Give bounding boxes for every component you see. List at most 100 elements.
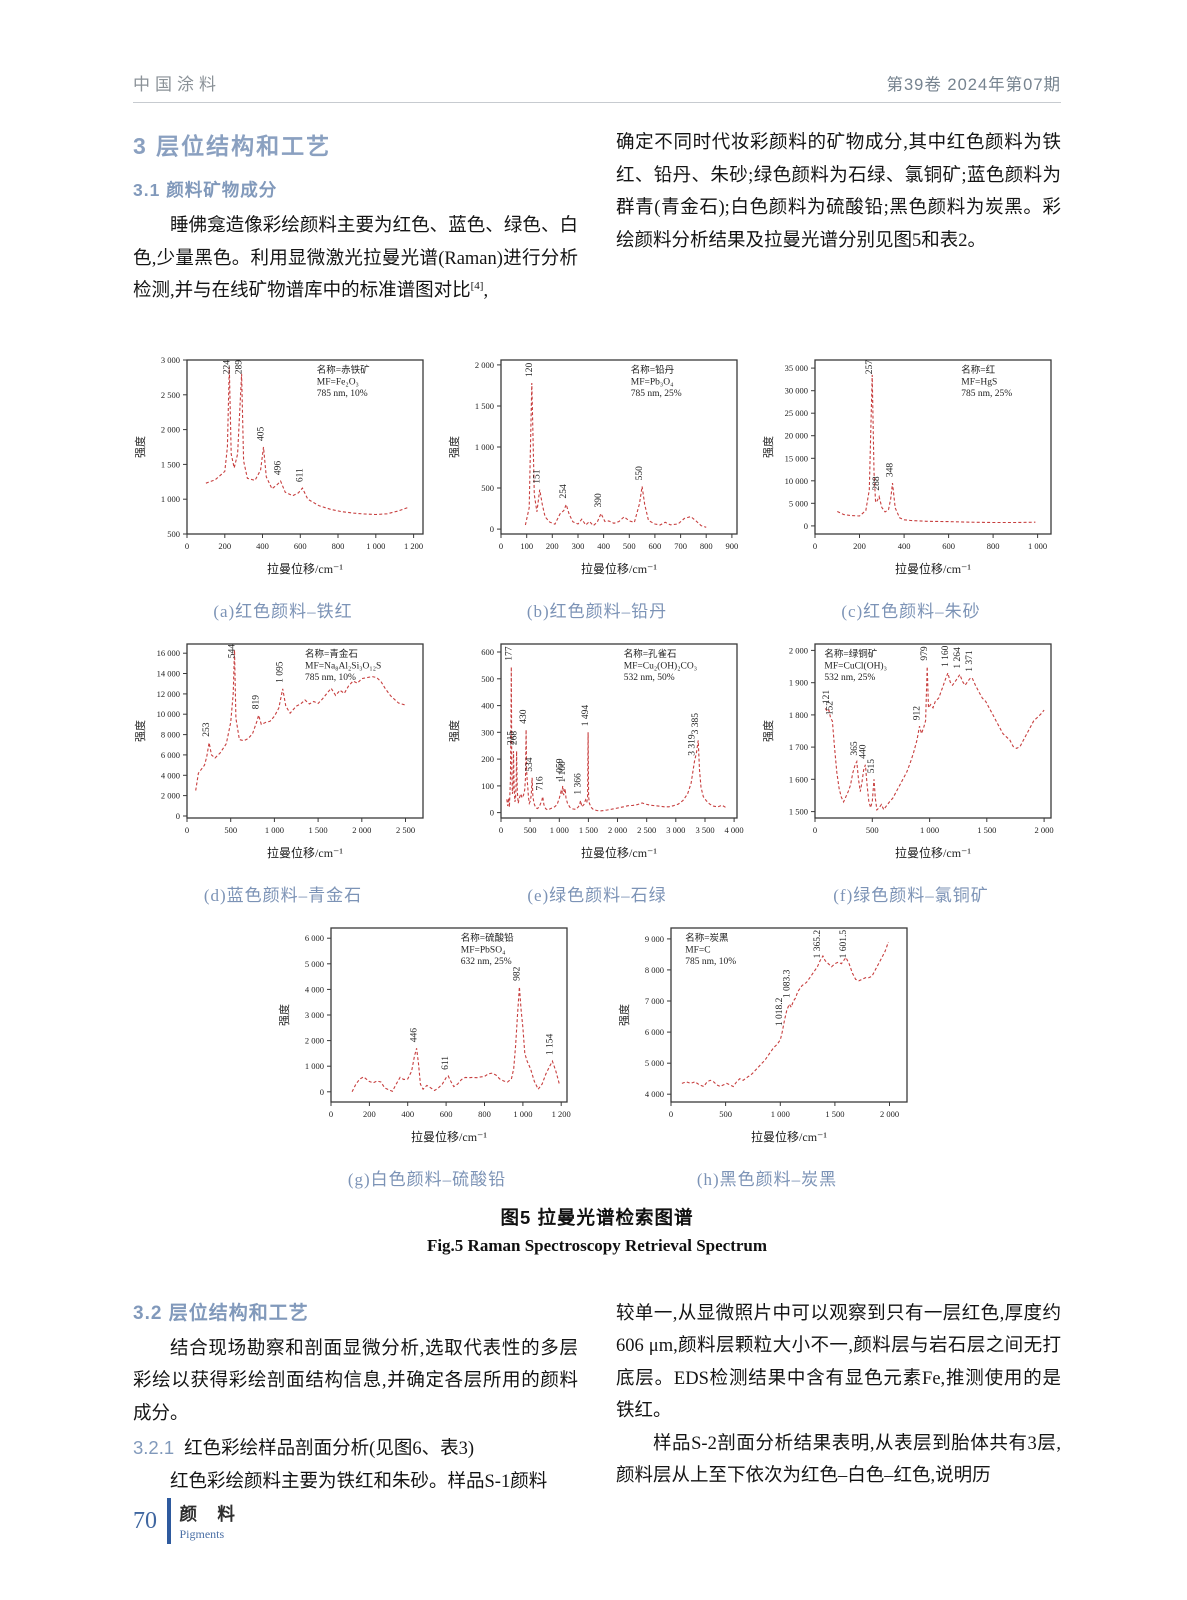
svg-text:MF=Na₈Al₂Si₃O₁₂S: MF=Na₈Al₂Si₃O₁₂S xyxy=(305,661,381,671)
svg-text:532 nm, 25%: 532 nm, 25% xyxy=(824,673,875,683)
svg-text:强度: 强度 xyxy=(761,720,775,742)
svg-text:348: 348 xyxy=(886,462,896,477)
svg-text:785 nm, 10%: 785 nm, 10% xyxy=(317,389,368,399)
svg-text:800: 800 xyxy=(478,1109,491,1119)
svg-text:979: 979 xyxy=(920,646,930,661)
svg-text:440: 440 xyxy=(858,744,868,759)
svg-text:15 000: 15 000 xyxy=(785,453,808,463)
sec32-right-paragraph-1: 较单一,从显微照片中可以观察到只有一层红色,厚度约606 μm,颜料层颗粒大小不… xyxy=(616,1303,1061,1422)
svg-text:3 000: 3 000 xyxy=(161,355,180,365)
raman-chart-carbon-black: 4 000 5 000 6 000 7 000 8 000 9 000 0 500 1 000 1… xyxy=(617,916,917,1153)
svg-text:550: 550 xyxy=(635,466,645,481)
svg-text:5 000: 5 000 xyxy=(305,958,324,968)
svg-text:400: 400 xyxy=(898,541,911,551)
chart-caption-c: (c)红色颜料–朱砂 xyxy=(841,601,981,621)
svg-text:785 nm, 10%: 785 nm, 10% xyxy=(685,957,736,967)
svg-text:200: 200 xyxy=(546,541,559,551)
svg-text:2 500: 2 500 xyxy=(637,825,656,835)
svg-text:289: 289 xyxy=(235,359,245,374)
svg-text:0: 0 xyxy=(329,1109,333,1119)
svg-text:600: 600 xyxy=(481,647,494,657)
svg-text:3 000: 3 000 xyxy=(666,825,685,835)
intro-paragraph-left: 睡佛龛造像彩绘颜料主要为红色、蓝色、绿色、白色,少量黑色。利用显微激光拉曼光谱(… xyxy=(133,210,578,308)
journal-name: 中国涂料 xyxy=(133,75,221,94)
svg-text:1 000: 1 000 xyxy=(161,494,180,504)
svg-text:611: 611 xyxy=(441,1055,451,1069)
svg-text:120: 120 xyxy=(525,362,535,377)
intro-right-column: 确定不同时代妆彩颜料的矿物成分,其中红色颜料为铁红、铅丹、朱砂;绿色颜料为石绿、… xyxy=(616,103,1061,308)
svg-text:1 160: 1 160 xyxy=(941,645,951,667)
footer-divider xyxy=(167,1498,171,1544)
svg-text:500: 500 xyxy=(167,529,180,539)
section-3-1-title: 3.1 颜料矿物成分 xyxy=(133,180,278,200)
svg-text:1 154: 1 154 xyxy=(545,1033,555,1055)
svg-text:强度: 强度 xyxy=(447,436,461,458)
svg-text:1 600: 1 600 xyxy=(789,774,808,784)
svg-text:名称=炭黑: 名称=炭黑 xyxy=(685,932,729,944)
svg-text:名称=绿铜矿: 名称=绿铜矿 xyxy=(824,648,877,660)
svg-text:1 100: 1 100 xyxy=(558,761,568,783)
svg-text:名称=青金石: 名称=青金石 xyxy=(305,648,358,660)
svg-text:1 365.2: 1 365.2 xyxy=(813,929,823,958)
svg-text:强度: 强度 xyxy=(133,720,147,742)
svg-text:MF=Cu₂(OH)₂CO₃: MF=Cu₂(OH)₂CO₃ xyxy=(624,660,697,671)
svg-text:0: 0 xyxy=(185,541,189,551)
svg-text:716: 716 xyxy=(536,776,546,791)
svg-text:4 000: 4 000 xyxy=(305,984,324,994)
figure-caption: 图5 拉曼光谱检索图谱 Fig.5 Raman Spectroscopy Ret… xyxy=(133,1204,1061,1256)
svg-text:100: 100 xyxy=(520,541,533,551)
svg-text:拉曼位移/cm⁻¹: 拉曼位移/cm⁻¹ xyxy=(895,845,971,860)
svg-text:1 494: 1 494 xyxy=(581,704,591,726)
svg-text:500: 500 xyxy=(224,825,237,835)
svg-text:9 000: 9 000 xyxy=(645,934,664,944)
svg-text:强度: 强度 xyxy=(277,1004,291,1026)
svg-text:0: 0 xyxy=(804,521,808,531)
raman-chart-atacamite: 1 500 1 600 1 700 1 800 1 900 2 000 0 500 1 000 1… xyxy=(761,632,1061,869)
svg-text:785 nm, 25%: 785 nm, 25% xyxy=(631,389,682,399)
svg-text:强度: 强度 xyxy=(133,436,147,458)
svg-text:1 083.3: 1 083.3 xyxy=(782,969,792,998)
svg-text:2 000: 2 000 xyxy=(475,360,494,370)
svg-text:MF=HgS: MF=HgS xyxy=(961,377,997,387)
svg-text:1 500: 1 500 xyxy=(161,459,180,469)
chart-row-2: 0 2 000 4 000 6 000 8 000 10 000 12 000 14 000 1… xyxy=(133,632,1061,906)
svg-text:700: 700 xyxy=(674,541,687,551)
svg-text:MF=PbSO₄: MF=PbSO₄ xyxy=(461,945,506,955)
svg-text:强度: 强度 xyxy=(761,436,775,458)
svg-text:5 000: 5 000 xyxy=(789,498,808,508)
svg-text:152: 152 xyxy=(825,700,835,715)
svg-text:500: 500 xyxy=(866,825,879,835)
svg-text:1 200: 1 200 xyxy=(404,541,423,551)
svg-text:1 500: 1 500 xyxy=(475,401,494,411)
svg-text:1 018.2: 1 018.2 xyxy=(775,997,785,1026)
svg-text:500: 500 xyxy=(481,673,494,683)
svg-text:3 500: 3 500 xyxy=(695,825,714,835)
raman-chart-lead-sulfate: 0 1 000 2 000 3 000 4 000 5 000 6 000 0 200 400 60… xyxy=(277,916,577,1153)
svg-text:1 500: 1 500 xyxy=(309,825,328,835)
section-3-2-columns: 3.2 层位结构和工艺 结合现场勘察和剖面显微分析,选取代表性的多层彩绘以获得彩… xyxy=(133,1298,1061,1499)
svg-text:200: 200 xyxy=(363,1109,376,1119)
svg-text:MF=Fe₂O₃: MF=Fe₂O₃ xyxy=(317,377,359,387)
svg-text:532 nm, 50%: 532 nm, 50% xyxy=(624,673,675,683)
section-3-title: 3 层位结构和工艺 xyxy=(133,133,332,159)
raman-chart-iron-red: 500 1 000 1 500 2 000 2 500 3 000 0 200 400 600 80… xyxy=(133,348,433,585)
intro-left-tail: , xyxy=(483,281,489,302)
svg-text:1 601.5: 1 601.5 xyxy=(839,929,849,958)
chart-caption-a: (a)红色颜料–铁红 xyxy=(213,601,353,621)
svg-text:2 000: 2 000 xyxy=(608,825,627,835)
svg-text:300: 300 xyxy=(572,541,585,551)
sec32-paragraph-2: 红色彩绘颜料主要为铁红和朱砂。样品S-1颜料 xyxy=(170,1471,548,1492)
svg-text:500: 500 xyxy=(524,825,537,835)
svg-text:632 nm, 25%: 632 nm, 25% xyxy=(461,957,512,967)
svg-text:1 000: 1 000 xyxy=(1028,541,1047,551)
svg-text:1 000: 1 000 xyxy=(550,825,569,835)
chart-slot-f: 1 500 1 600 1 700 1 800 1 900 2 000 0 500 1 000 1… xyxy=(761,632,1061,906)
sec32-left-column: 3.2 层位结构和工艺 结合现场勘察和剖面显微分析,选取代表性的多层彩绘以获得彩… xyxy=(133,1298,578,1499)
svg-text:2 000: 2 000 xyxy=(161,424,180,434)
svg-text:254: 254 xyxy=(559,484,569,499)
svg-text:8 000: 8 000 xyxy=(645,965,664,975)
svg-text:1 500: 1 500 xyxy=(977,825,996,835)
svg-text:4 000: 4 000 xyxy=(725,825,744,835)
svg-text:0: 0 xyxy=(320,1086,324,1096)
chart-caption-h: (h)黑色颜料–炭黑 xyxy=(696,1169,838,1189)
